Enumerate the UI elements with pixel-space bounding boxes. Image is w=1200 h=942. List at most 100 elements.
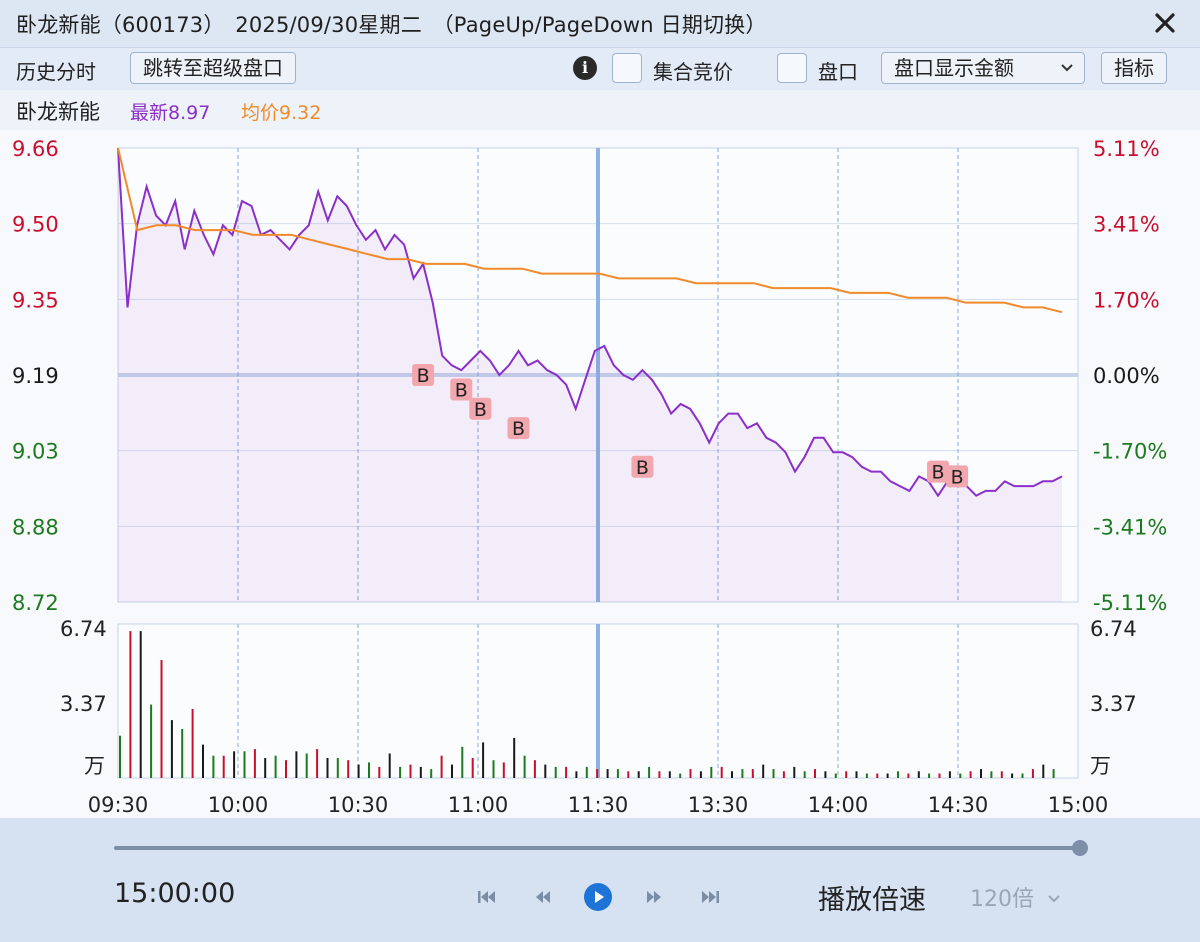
- volume-bar: [575, 771, 578, 778]
- volume-bar: [928, 773, 931, 778]
- volume-bar: [336, 758, 339, 778]
- volume-bar: [513, 737, 516, 778]
- volume-bar: [565, 766, 568, 778]
- volume-bar: [845, 771, 848, 778]
- pct-tick-label: -3.41%: [1093, 515, 1167, 539]
- time-tick-label: 11:00: [448, 793, 509, 817]
- time-tick-label: 15:00: [1048, 793, 1109, 817]
- title-bar: 卧龙新能（600173） 2025/09/30星期二 （PageUp/PageD…: [0, 0, 1200, 48]
- buy-marker-label: B: [455, 379, 468, 401]
- volume-bar: [492, 760, 495, 778]
- volume-bar: [119, 735, 121, 778]
- panel-checkbox[interactable]: [777, 53, 807, 83]
- indicator-button[interactable]: 指标: [1101, 52, 1167, 84]
- amount-dropdown[interactable]: 盘口显示金额: [881, 52, 1085, 84]
- jump-super-panel-button[interactable]: 跳转至超级盘口: [130, 52, 296, 84]
- progress-knob: [1072, 840, 1088, 856]
- volume-bar: [368, 762, 370, 778]
- step-back-icon[interactable]: [528, 882, 558, 912]
- volume-bar: [357, 764, 360, 778]
- volume-bar: [648, 766, 651, 778]
- volume-bar: [969, 771, 972, 778]
- play-icon[interactable]: [583, 882, 613, 912]
- volume-bar: [980, 769, 982, 778]
- volume-tick-label: 6.74: [1090, 617, 1137, 641]
- buy-marker-label: B: [932, 462, 945, 484]
- volume-bar: [886, 773, 889, 778]
- volume-bar: [160, 660, 163, 778]
- volume-bar: [616, 769, 619, 778]
- volume-bar: [793, 766, 796, 778]
- volume-tick-label: 6.74: [60, 617, 107, 641]
- volume-bar: [150, 704, 153, 778]
- volume-bar: [772, 769, 775, 778]
- volume-bar: [865, 773, 868, 778]
- volume-bar: [782, 771, 785, 778]
- time-tick-label: 09:30: [88, 793, 149, 817]
- price-tick-label: 9.03: [12, 440, 59, 464]
- volume-bar: [451, 764, 453, 778]
- volume-bar: [689, 769, 692, 778]
- history-label: 历史分时: [16, 60, 96, 84]
- average-line: [117, 147, 1063, 314]
- volume-bar: [948, 771, 951, 778]
- volume-bar: [834, 773, 837, 778]
- legend-bar: 卧龙新能 最新8.97 均价9.32: [0, 90, 1200, 130]
- volume-bar: [876, 773, 879, 778]
- volume-bar: [399, 766, 402, 778]
- volume-bar: [471, 758, 474, 778]
- volume-bar: [596, 769, 599, 778]
- skip-to-start-icon[interactable]: [472, 882, 502, 912]
- volume-bar: [170, 720, 173, 778]
- volume-bar: [1031, 769, 1034, 778]
- info-icon[interactable]: i: [573, 56, 597, 80]
- legend-stock-name: 卧龙新能: [16, 100, 100, 124]
- volume-bar: [544, 764, 547, 778]
- pct-tick-label: -5.11%: [1093, 591, 1167, 615]
- skip-to-end-icon[interactable]: [695, 882, 725, 912]
- volume-bar: [191, 709, 194, 778]
- legend-latest-price: 最新8.97: [130, 102, 211, 124]
- panel-label: 盘口: [818, 60, 858, 84]
- volume-bar: [305, 753, 308, 778]
- volume-bar: [938, 773, 941, 778]
- volume-bar: [585, 766, 588, 778]
- volume-bar: [741, 769, 744, 778]
- volume-bar: [533, 760, 536, 778]
- volume-bar: [762, 764, 765, 778]
- volume-bar: [233, 751, 236, 778]
- chart-canvas[interactable]: 9.66 5.11% 9.50 3.41% 9.35 1.70% 9.19 0.00% 9.03…: [0, 130, 1200, 818]
- volume-bar: [803, 771, 806, 778]
- pct-tick-label: -1.70%: [1093, 440, 1167, 464]
- buy-marker: [412, 364, 435, 386]
- time-tick-label: 11:30: [568, 793, 629, 817]
- volume-tick-label: 3.37: [1090, 692, 1137, 716]
- volume-unit-label: 万: [1090, 754, 1111, 778]
- volume-bar: [959, 773, 962, 778]
- buy-marker-label: B: [951, 466, 964, 488]
- volume-bar: [1000, 771, 1003, 778]
- intraday-chart[interactable]: 9.66 5.11% 9.50 3.41% 9.35 1.70% 9.19 0.00% 9.03…: [0, 130, 1200, 818]
- volume-bar: [388, 753, 391, 778]
- chevron-down-icon: [1048, 895, 1060, 903]
- auction-checkbox[interactable]: [612, 53, 642, 83]
- volume-bar: [378, 766, 381, 778]
- volume-bar: [409, 764, 412, 778]
- close-icon[interactable]: [1150, 8, 1180, 38]
- price-tick-label: 9.35: [12, 288, 59, 312]
- speed-label: 播放倍速: [818, 885, 926, 916]
- volume-bar: [917, 771, 920, 778]
- volume-bar: [637, 771, 640, 778]
- volume-bar: [699, 771, 702, 778]
- step-forward-icon[interactable]: [639, 882, 669, 912]
- speed-dropdown[interactable]: 120倍: [970, 881, 1060, 913]
- volume-bar: [347, 760, 350, 778]
- volume-bar: [554, 766, 557, 778]
- volume-tick-label: 3.37: [60, 692, 107, 716]
- volume-bar: [751, 769, 754, 778]
- pct-tick-label: 0.00%: [1093, 364, 1160, 388]
- volume-bar: [1042, 764, 1045, 778]
- volume-bar: [710, 766, 713, 778]
- progress-slider[interactable]: [110, 836, 1090, 860]
- amount-dropdown-label: 盘口显示金额: [894, 56, 1014, 80]
